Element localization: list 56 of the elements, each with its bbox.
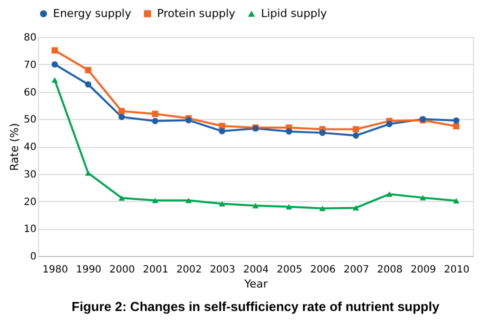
y-tick-label: 40 bbox=[24, 142, 36, 153]
y-tick-label: 60 bbox=[24, 87, 36, 98]
x-tick-label: 2002 bbox=[176, 264, 202, 276]
point bbox=[85, 81, 92, 88]
point bbox=[252, 202, 259, 208]
point bbox=[185, 198, 192, 204]
point bbox=[152, 110, 158, 118]
point bbox=[352, 126, 360, 132]
x-tick-label: 2009 bbox=[410, 264, 436, 276]
point bbox=[152, 198, 158, 204]
x-tick-label: 2001 bbox=[142, 264, 168, 276]
point bbox=[386, 120, 393, 128]
x-tick-label: 2004 bbox=[243, 264, 269, 276]
point bbox=[319, 130, 326, 136]
x-tick-label: 2010 bbox=[444, 264, 470, 276]
point bbox=[85, 66, 92, 74]
point bbox=[52, 47, 58, 54]
y-tick-label: 50 bbox=[24, 114, 36, 126]
x-tick-label: 1980 bbox=[42, 264, 68, 276]
point bbox=[152, 118, 158, 124]
point bbox=[420, 194, 426, 200]
point bbox=[453, 123, 460, 130]
x-axis-title: Year bbox=[243, 278, 268, 290]
y-tick-label: 0 bbox=[30, 252, 36, 262]
y-tick-label: 20 bbox=[24, 196, 36, 208]
y-tick-label: 70 bbox=[24, 60, 36, 71]
x-tick-label: 2005 bbox=[276, 264, 302, 276]
x-tick-label: 2007 bbox=[344, 264, 370, 276]
point bbox=[218, 128, 226, 134]
point bbox=[386, 191, 393, 197]
x-tick-label: 2006 bbox=[310, 264, 336, 276]
y-axis-title: Rate (%) bbox=[8, 123, 21, 171]
x-tick-label: 2003 bbox=[210, 264, 236, 276]
point bbox=[118, 114, 125, 120]
point bbox=[453, 117, 460, 124]
point bbox=[453, 198, 460, 204]
x-tick-label: 1990 bbox=[76, 264, 102, 276]
point bbox=[118, 108, 125, 114]
point bbox=[352, 132, 360, 139]
legend-label: Lipid supply bbox=[261, 6, 328, 20]
legend-label: Energy supply bbox=[53, 6, 132, 20]
point bbox=[218, 200, 226, 206]
x-tick-label: 2000 bbox=[109, 264, 135, 276]
point bbox=[286, 204, 292, 210]
point bbox=[319, 206, 326, 212]
y-tick-label: 30 bbox=[24, 169, 36, 180]
point bbox=[52, 61, 58, 68]
point bbox=[118, 195, 125, 201]
point bbox=[52, 77, 58, 83]
point bbox=[352, 205, 360, 211]
y-tick-label: 80 bbox=[24, 32, 36, 44]
point bbox=[286, 128, 292, 135]
y-tick-label: 10 bbox=[24, 224, 36, 236]
x-tick-label: 2008 bbox=[377, 264, 403, 276]
legend-label: Protein supply bbox=[157, 6, 236, 20]
caption: Figure 2: Changes in self-sufficiency rate of nutrient supply bbox=[72, 299, 440, 314]
